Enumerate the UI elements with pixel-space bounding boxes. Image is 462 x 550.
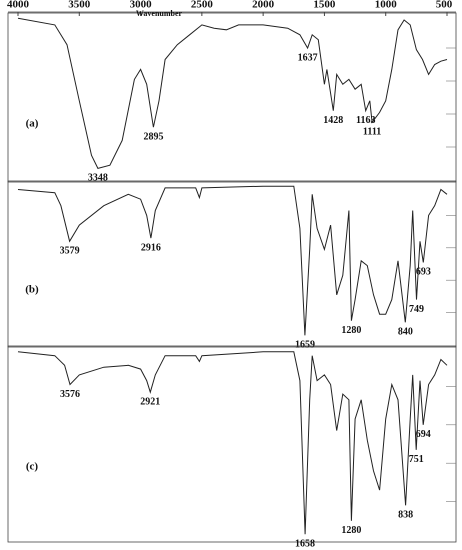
peak-label: 694 — [416, 429, 431, 440]
peak-label: 840 — [398, 327, 413, 338]
spectrum-line — [17, 351, 448, 535]
spectrum-line — [17, 185, 448, 336]
peak-label: 1280 — [341, 525, 361, 536]
peak-label: 2916 — [141, 242, 161, 253]
peak-label: 1658 — [295, 539, 315, 550]
panel-label: (a) — [26, 117, 39, 129]
peak-label: 1111 — [363, 127, 381, 138]
x-tick-label: 4000 — [7, 0, 30, 11]
x-axis-label: Wavenumber — [136, 9, 183, 18]
peak-label: 749 — [409, 304, 424, 315]
panel-frame — [7, 345, 457, 543]
panel-label: (c) — [26, 461, 39, 473]
x-tick-label: 1000 — [375, 0, 398, 11]
peak-label: 1637 — [298, 52, 318, 63]
peak-label: 2921 — [140, 396, 160, 407]
peak-label: 1163 — [356, 115, 375, 126]
x-tick-label: 3500 — [68, 0, 91, 11]
peak-label: 3576 — [60, 389, 80, 400]
peak-label: 1280 — [341, 325, 361, 336]
x-tick-label: 2000 — [252, 0, 275, 11]
peak-label: 838 — [398, 510, 413, 521]
x-tick-label: 3000 — [130, 0, 153, 11]
peak-label: 751 — [409, 454, 424, 465]
peak-label: 1428 — [323, 115, 343, 126]
panel-label: (b) — [25, 283, 39, 295]
peak-label: 3348 — [88, 173, 108, 184]
x-tick-label: 1500 — [313, 0, 336, 11]
peak-label: 2895 — [143, 131, 163, 142]
peak-label: 1659 — [295, 340, 315, 351]
x-tick-label: 2500 — [191, 0, 214, 11]
peak-label: 693 — [416, 267, 431, 278]
panel-frame — [7, 12, 457, 183]
peak-label: 3579 — [60, 246, 80, 257]
spectrum-line — [17, 17, 448, 169]
panel-frame — [7, 180, 457, 348]
x-tick-label: 500 — [436, 0, 453, 11]
